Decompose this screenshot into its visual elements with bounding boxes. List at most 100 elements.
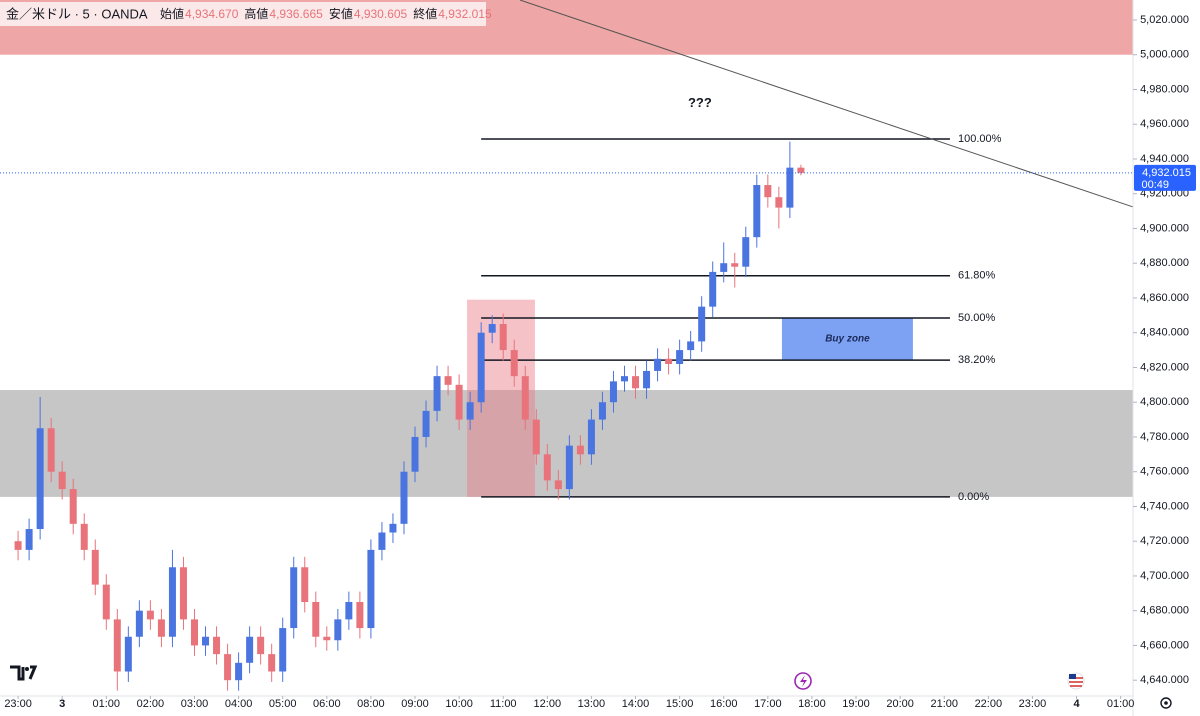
x-tick-label: 01:00 [1107, 698, 1135, 710]
candle-body [643, 370, 651, 389]
us-flag[interactable] [1067, 672, 1085, 690]
candle-body [257, 636, 265, 655]
candle-body [91, 549, 99, 585]
candle-body [246, 636, 254, 663]
candle-body [168, 567, 176, 637]
candle-body [477, 332, 485, 403]
candle-body [268, 654, 276, 672]
y-tick-label: 4,680.000 [1140, 605, 1189, 617]
candle-body [499, 324, 507, 351]
candle-body [543, 454, 551, 481]
y-tick-label: 5,000.000 [1140, 49, 1189, 61]
symbol: 金／米ドル · 5 · OANDA [6, 6, 148, 21]
candle-body [709, 271, 717, 307]
candle-body [345, 602, 353, 620]
candle-body [422, 410, 430, 437]
event-icon[interactable] [794, 672, 812, 690]
price-axis [1133, 0, 1200, 716]
last-price-box [1134, 164, 1196, 191]
candle-body [698, 306, 706, 342]
candle-body [554, 480, 562, 490]
x-tick-label: 3 [59, 698, 65, 710]
x-tick-label: 18:00 [798, 698, 826, 710]
candle-body [190, 619, 198, 646]
x-tick-label: 20:00 [886, 698, 914, 710]
candle-body [720, 263, 728, 272]
candle-body [576, 445, 584, 455]
candle-body [146, 610, 154, 620]
candle-body [312, 602, 320, 637]
y-tick-label: 4,860.000 [1140, 292, 1189, 304]
y-tick-label: 4,780.000 [1140, 431, 1189, 443]
candle-body [632, 376, 640, 389]
candle-body [356, 602, 364, 629]
candle-body [676, 350, 684, 364]
y-tick-label: 4,980.000 [1140, 83, 1189, 95]
y-tick-label: 4,720.000 [1140, 535, 1189, 547]
y-tick-label: 4,840.000 [1140, 327, 1189, 339]
candle-body [521, 376, 529, 420]
candle-body [80, 523, 88, 550]
last-price-label: 4,932.015 [1142, 167, 1191, 179]
x-tick-label: 03:00 [181, 698, 209, 710]
candle-body [587, 419, 595, 455]
candle-body [444, 376, 452, 385]
y-tick-label: 5,020.000 [1140, 14, 1189, 26]
settings[interactable] [1160, 697, 1172, 709]
candle-body [620, 376, 628, 382]
buy-zone-label: Buy zone [825, 334, 870, 345]
candle-body [235, 662, 243, 681]
fib-label: 50.00% [958, 312, 996, 324]
x-tick-label: 21:00 [930, 698, 958, 710]
x-tick-label: 12:00 [534, 698, 562, 710]
candle-body [389, 523, 397, 533]
candle-body [598, 402, 606, 420]
legend-bg [0, 2, 486, 26]
x-tick-label: 06:00 [313, 698, 341, 710]
x-tick-label: 05:00 [269, 698, 297, 710]
ohlc-label: 高値 [244, 6, 268, 21]
candle-body [433, 376, 441, 411]
candle-body [466, 402, 474, 420]
y-tick-label: 4,640.000 [1140, 674, 1189, 686]
y-tick-label: 4,900.000 [1140, 222, 1189, 234]
x-tick-label: 02:00 [137, 698, 165, 710]
candle-body [400, 471, 408, 524]
candle-body [609, 381, 617, 403]
x-tick-label: 22:00 [975, 698, 1003, 710]
fib-label: 61.80% [958, 270, 996, 282]
candle-body [687, 341, 695, 351]
candle-body [301, 567, 309, 603]
y-tick-label: 4,880.000 [1140, 257, 1189, 269]
annotation: ??? [688, 95, 712, 110]
candle-body [69, 489, 77, 524]
y-tick-label: 4,800.000 [1140, 396, 1189, 408]
candle-body [565, 445, 573, 490]
fib-label: 0.00% [958, 491, 989, 503]
candle-body [224, 654, 232, 681]
candle-body [290, 567, 298, 629]
candle-body [510, 350, 518, 377]
candle-body [279, 628, 287, 672]
candle-body [532, 419, 540, 455]
candle-body [455, 384, 463, 420]
buy-zone [781, 317, 913, 361]
x-tick-label: 14:00 [622, 698, 650, 710]
fib-label: 100.00% [958, 133, 1002, 145]
y-tick-label: 4,940.000 [1140, 153, 1189, 165]
fib-label: 38.20% [958, 354, 996, 366]
y-tick-label: 4,820.000 [1140, 361, 1189, 373]
candle-body [213, 636, 221, 655]
time-axis [0, 696, 1133, 716]
y-tick-label: 4,760.000 [1140, 466, 1189, 478]
ohlc-label: 安値 [329, 6, 353, 21]
candle-body [157, 619, 165, 637]
y-tick-label: 4,660.000 [1140, 639, 1189, 651]
ohlc-value: 4,934.670 [185, 7, 239, 21]
x-tick-label: 08:00 [357, 698, 385, 710]
x-tick-label: 16:00 [710, 698, 738, 710]
candle-body [102, 584, 110, 620]
candle-body [797, 167, 805, 173]
candle-body [47, 428, 55, 472]
